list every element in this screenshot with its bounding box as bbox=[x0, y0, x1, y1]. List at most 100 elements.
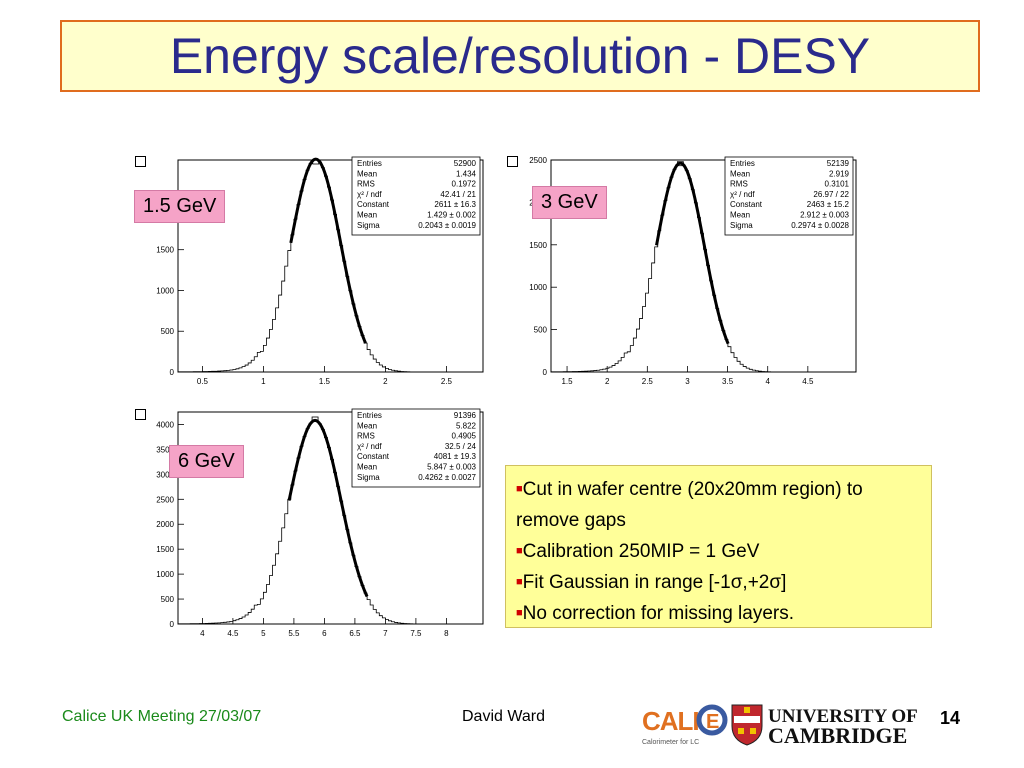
y-tick-label: 500 bbox=[161, 595, 175, 604]
stats-label: Constant bbox=[357, 452, 390, 461]
energy-label-6gev: 6 GeV bbox=[169, 445, 244, 478]
stats-label: RMS bbox=[357, 432, 375, 441]
x-tick-label: 5.5 bbox=[288, 629, 300, 638]
stats-value: 26.97 / 22 bbox=[813, 190, 849, 199]
x-tick-label: 7.5 bbox=[410, 629, 422, 638]
stats-value: 32.5 / 24 bbox=[445, 442, 477, 451]
y-tick-label: 3500 bbox=[156, 445, 174, 454]
x-tick-label: 3.5 bbox=[722, 377, 734, 386]
stats-value: 0.2974 ± 0.0028 bbox=[791, 221, 849, 230]
stats-value: 0.4905 bbox=[452, 432, 477, 441]
gaussian-fit-curve bbox=[287, 418, 369, 598]
stats-value: 52139 bbox=[827, 159, 850, 168]
y-tick-label: 500 bbox=[534, 326, 548, 335]
x-tick-label: 1.5 bbox=[319, 377, 331, 386]
x-tick-label: 4.5 bbox=[802, 377, 814, 386]
stats-label: χ² / ndf bbox=[357, 442, 382, 451]
stats-value: 2611 ± 16.3 bbox=[434, 200, 476, 209]
stats-value: 5.847 ± 0.003 bbox=[427, 463, 476, 472]
stats-label: RMS bbox=[730, 180, 748, 189]
svg-text:E: E bbox=[706, 711, 719, 733]
svg-text:CALI: CALI bbox=[642, 706, 699, 736]
stats-value: 1.429 ± 0.002 bbox=[427, 211, 476, 220]
x-tick-label: 7 bbox=[383, 629, 388, 638]
stats-label: χ² / ndf bbox=[730, 190, 755, 199]
stats-value: 0.3101 bbox=[825, 180, 850, 189]
energy-label-3gev: 3 GeV bbox=[532, 186, 607, 219]
y-tick-label: 1000 bbox=[156, 570, 174, 579]
canvas-checkbox-3[interactable] bbox=[135, 409, 146, 420]
x-tick-label: 4 bbox=[200, 629, 205, 638]
stats-box bbox=[724, 156, 854, 236]
stats-value: 2463 ± 15.2 bbox=[807, 200, 850, 209]
stats-label: Entries bbox=[730, 159, 755, 168]
histogram-6gev: 0 500 1000 1500 2000 2500 3000 3500 4000 4 4.5 5 5.5… bbox=[156, 408, 484, 638]
x-tick-label: 6.5 bbox=[349, 629, 361, 638]
canvas-checkbox-2[interactable] bbox=[507, 156, 518, 167]
stats-label: Sigma bbox=[730, 221, 753, 230]
page-number: 14 bbox=[940, 708, 961, 728]
stats-value: 0.1972 bbox=[452, 180, 477, 189]
slide-title: Energy scale/resolution - DESY bbox=[169, 28, 871, 84]
x-tick-label: 4 bbox=[765, 377, 770, 386]
note-item: ■No correction for missing layers. bbox=[516, 603, 795, 624]
stats-value: 52900 bbox=[454, 159, 477, 168]
note-item: ■Fit Gaussian in range [-1σ,+2σ] bbox=[516, 572, 787, 593]
cambridge-logo: UNIVERSITY OF CAMBRIDGE bbox=[731, 704, 918, 746]
stats-value: 0.2043 ± 0.0019 bbox=[418, 221, 476, 230]
stats-label: RMS bbox=[357, 180, 375, 189]
y-tick-label: 2000 bbox=[156, 520, 174, 529]
footer-author: David Ward bbox=[462, 708, 545, 725]
stats-label: Mean bbox=[730, 211, 750, 220]
y-tick-label: 0 bbox=[170, 620, 175, 629]
y-tick-label: 1500 bbox=[529, 241, 547, 250]
x-tick-label: 5 bbox=[261, 629, 266, 638]
stats-label: Constant bbox=[730, 200, 763, 209]
stats-label: Mean bbox=[357, 421, 377, 430]
stats-label: χ² / ndf bbox=[357, 190, 382, 199]
x-tick-label: 1.5 bbox=[561, 377, 573, 386]
stats-value: 42.41 / 21 bbox=[440, 190, 476, 199]
y-tick-label: 0 bbox=[543, 368, 548, 377]
stats-value: 2.912 ± 0.003 bbox=[800, 211, 849, 220]
canvas-checkbox-1[interactable] bbox=[135, 156, 146, 167]
y-tick-label: 4000 bbox=[156, 420, 174, 429]
stats-label: Mean bbox=[357, 463, 377, 472]
footer-meeting: Calice UK Meeting 27/03/07 bbox=[62, 708, 262, 725]
svg-text:CAMBRIDGE: CAMBRIDGE bbox=[768, 723, 907, 746]
stats-label: Mean bbox=[357, 169, 377, 178]
svg-text:UNIVERSITY OF: UNIVERSITY OF bbox=[768, 706, 918, 727]
stats-value: 91396 bbox=[454, 411, 477, 420]
y-tick-label: 3000 bbox=[156, 470, 174, 479]
x-tick-label: 2 bbox=[605, 377, 610, 386]
x-tick-label: 0.5 bbox=[197, 377, 209, 386]
stats-label: Entries bbox=[357, 411, 382, 420]
note-item: ■Calibration 250MIP = 1 GeV bbox=[516, 541, 760, 562]
y-tick-label: 500 bbox=[161, 327, 175, 336]
y-tick-label: 1500 bbox=[156, 545, 174, 554]
stats-value: 1.434 bbox=[456, 169, 477, 178]
y-tick-label: 1500 bbox=[156, 246, 174, 255]
stats-value: 0.4262 ± 0.0027 bbox=[418, 473, 476, 482]
gaussian-fit-curve bbox=[655, 161, 730, 345]
y-tick-label: 2500 bbox=[156, 495, 174, 504]
gaussian-fit-curve bbox=[289, 157, 367, 344]
stats-box bbox=[351, 408, 481, 488]
stats-value: 5.822 bbox=[456, 421, 477, 430]
energy-label-1p5gev: 1.5 GeV bbox=[134, 190, 226, 223]
x-tick-label: 4.5 bbox=[227, 629, 239, 638]
svg-text:Calorimeter for LC: Calorimeter for LC bbox=[642, 739, 699, 746]
calice-logo: CALI E Calorimeter for LC bbox=[642, 704, 728, 746]
stats-box bbox=[351, 156, 481, 236]
x-tick-label: 2 bbox=[383, 377, 388, 386]
y-tick-label: 0 bbox=[170, 368, 175, 377]
y-tick-label: 1000 bbox=[156, 286, 174, 295]
stats-value: 2.919 bbox=[829, 169, 850, 178]
stats-label: Sigma bbox=[357, 221, 380, 230]
stats-label: Sigma bbox=[357, 473, 380, 482]
x-tick-label: 2.5 bbox=[642, 377, 654, 386]
x-tick-label: 3 bbox=[685, 377, 690, 386]
title-box: Energy scale/resolution - DESY bbox=[60, 20, 980, 92]
stats-label: Constant bbox=[357, 200, 390, 209]
stats-label: Mean bbox=[357, 211, 377, 220]
